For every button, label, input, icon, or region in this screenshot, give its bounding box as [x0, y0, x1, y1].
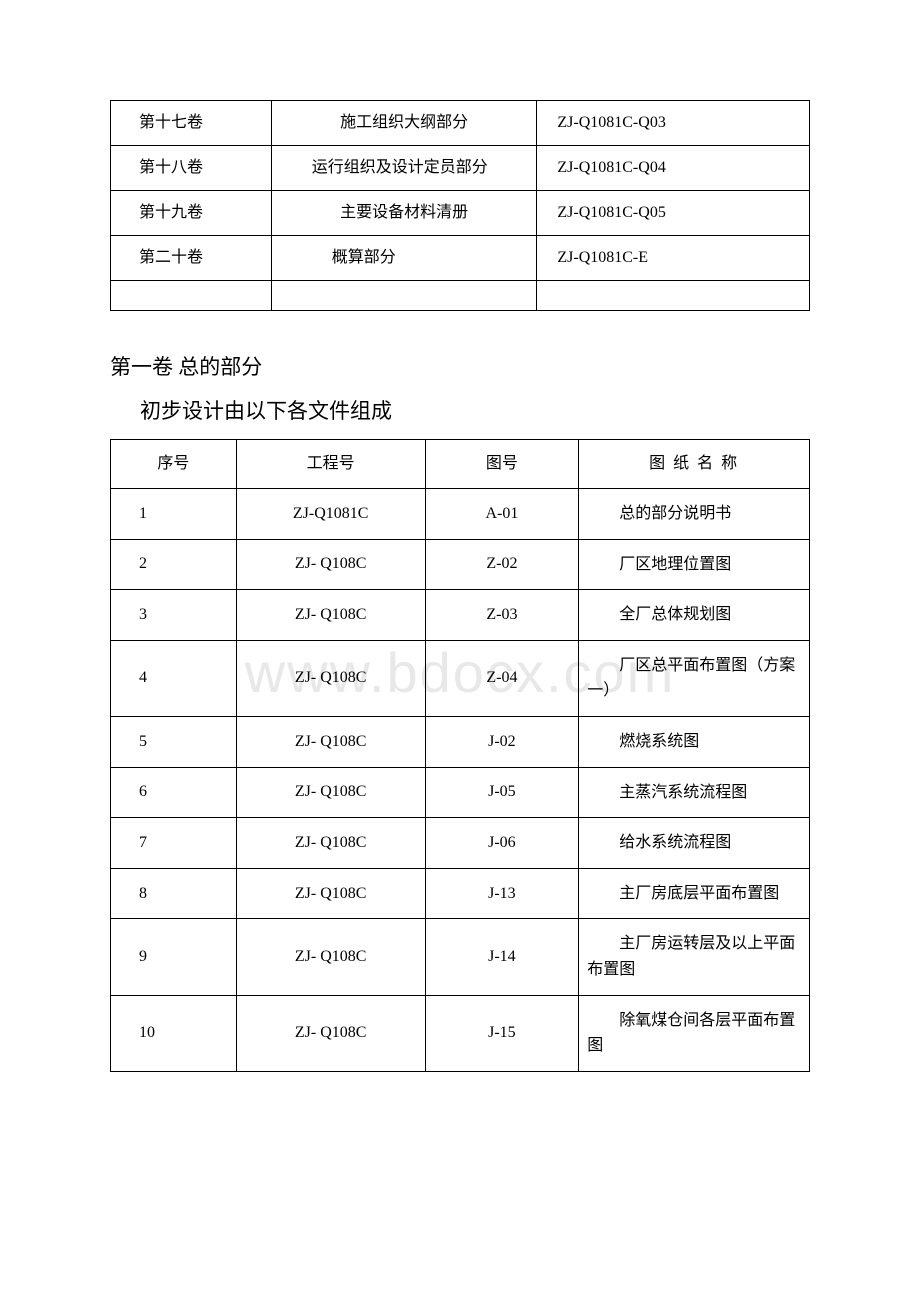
cell-name: 除氧煤仓间各层平面布置图 — [579, 995, 810, 1071]
vol-title: 主要设备材料清册 — [271, 191, 537, 236]
cell-proj: ZJ- Q108C — [236, 919, 425, 995]
cell-fig: Z-02 — [425, 539, 579, 590]
col-header-seq: 序号 — [111, 440, 237, 489]
cell-proj: ZJ- Q108C — [236, 716, 425, 767]
vol-title: 运行组织及设计定员部分 — [271, 146, 537, 191]
drawings-table: 序号 工程号 图号 图 纸 名 称 1 ZJ-Q1081C A-01 总的部分说… — [110, 439, 810, 1072]
vol-label: 第二十卷 — [111, 236, 272, 281]
vol-title: 概算部分 — [271, 236, 537, 281]
vol-label: 第十八卷 — [111, 146, 272, 191]
table-row: 4 ZJ- Q108C Z-04 厂区总平面布置图（方案一） — [111, 640, 810, 716]
table-row: 第十八卷 运行组织及设计定员部分 ZJ-Q1081C-Q04 — [111, 146, 810, 191]
cell-seq: 10 — [111, 995, 237, 1071]
vol-title: 施工组织大纲部分 — [271, 101, 537, 146]
table-row: 第十九卷 主要设备材料清册 ZJ-Q1081C-Q05 — [111, 191, 810, 236]
cell-fig: Z-04 — [425, 640, 579, 716]
cell-name: 主蒸汽系统流程图 — [579, 767, 810, 818]
col-header-proj: 工程号 — [236, 440, 425, 489]
table-row: 10 ZJ- Q108C J-15 除氧煤仓间各层平面布置图 — [111, 995, 810, 1071]
cell-proj: ZJ-Q1081C — [236, 489, 425, 540]
cell-seq: 3 — [111, 590, 237, 641]
vol-code: ZJ-Q1081C-Q04 — [537, 146, 810, 191]
cell-proj: ZJ- Q108C — [236, 767, 425, 818]
table-row: 1 ZJ-Q1081C A-01 总的部分说明书 — [111, 489, 810, 540]
table-row: 第十七卷 施工组织大纲部分 ZJ-Q1081C-Q03 — [111, 101, 810, 146]
cell-name: 厂区地理位置图 — [579, 539, 810, 590]
cell-proj: ZJ- Q108C — [236, 818, 425, 869]
cell-name: 全厂总体规划图 — [579, 590, 810, 641]
cell-seq: 1 — [111, 489, 237, 540]
table-row: 5 ZJ- Q108C J-02 燃烧系统图 — [111, 716, 810, 767]
vol-code: ZJ-Q1081C-Q03 — [537, 101, 810, 146]
vol-code: ZJ-Q1081C-Q05 — [537, 191, 810, 236]
cell-fig: J-05 — [425, 767, 579, 818]
cell-proj: ZJ- Q108C — [236, 590, 425, 641]
cell-fig: A-01 — [425, 489, 579, 540]
cell-name: 主厂房运转层及以上平面布置图 — [579, 919, 810, 995]
table-row: 第二十卷 概算部分 ZJ-Q1081C-E — [111, 236, 810, 281]
cell-fig: J-02 — [425, 716, 579, 767]
cell-fig: J-06 — [425, 818, 579, 869]
cell-name: 主厂房底层平面布置图 — [579, 868, 810, 919]
cell-proj: ZJ- Q108C — [236, 640, 425, 716]
cell-seq: 9 — [111, 919, 237, 995]
section-heading: 第一卷 总的部分 — [110, 351, 810, 381]
col-header-fig: 图号 — [425, 440, 579, 489]
table-row: 2 ZJ- Q108C Z-02 厂区地理位置图 — [111, 539, 810, 590]
cell-seq: 7 — [111, 818, 237, 869]
cell-seq: 2 — [111, 539, 237, 590]
volumes-table: 第十七卷 施工组织大纲部分 ZJ-Q1081C-Q03 第十八卷 运行组织及设计… — [110, 100, 810, 311]
cell-proj: ZJ- Q108C — [236, 868, 425, 919]
cell-name: 给水系统流程图 — [579, 818, 810, 869]
empty-cell — [111, 281, 272, 311]
col-header-name: 图 纸 名 称 — [579, 440, 810, 489]
empty-cell — [537, 281, 810, 311]
table-row: 3 ZJ- Q108C Z-03 全厂总体规划图 — [111, 590, 810, 641]
cell-name: 燃烧系统图 — [579, 716, 810, 767]
cell-name: 总的部分说明书 — [579, 489, 810, 540]
vol-label: 第十九卷 — [111, 191, 272, 236]
empty-cell — [271, 281, 537, 311]
cell-fig: Z-03 — [425, 590, 579, 641]
cell-fig: J-13 — [425, 868, 579, 919]
vol-code: ZJ-Q1081C-E — [537, 236, 810, 281]
table-row-empty — [111, 281, 810, 311]
cell-fig: J-15 — [425, 995, 579, 1071]
cell-seq: 5 — [111, 716, 237, 767]
table-header-row: 序号 工程号 图号 图 纸 名 称 — [111, 440, 810, 489]
cell-proj: ZJ- Q108C — [236, 539, 425, 590]
cell-fig: J-14 — [425, 919, 579, 995]
table-row: 9 ZJ- Q108C J-14 主厂房运转层及以上平面布置图 — [111, 919, 810, 995]
table-row: 7 ZJ- Q108C J-06 给水系统流程图 — [111, 818, 810, 869]
cell-proj: ZJ- Q108C — [236, 995, 425, 1071]
cell-seq: 6 — [111, 767, 237, 818]
vol-label: 第十七卷 — [111, 101, 272, 146]
cell-name: 厂区总平面布置图（方案一） — [579, 640, 810, 716]
cell-seq: 8 — [111, 868, 237, 919]
section-subheading: 初步设计由以下各文件组成 — [110, 395, 810, 425]
cell-seq: 4 — [111, 640, 237, 716]
table-row: 8 ZJ- Q108C J-13 主厂房底层平面布置图 — [111, 868, 810, 919]
table-row: 6 ZJ- Q108C J-05 主蒸汽系统流程图 — [111, 767, 810, 818]
